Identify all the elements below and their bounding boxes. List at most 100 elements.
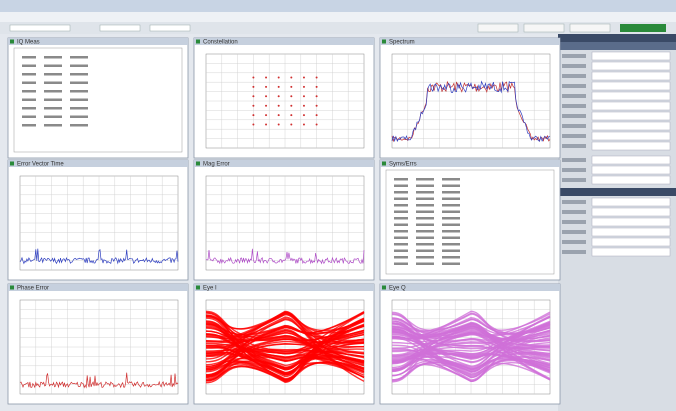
panel-header (380, 160, 560, 167)
cell-stub (70, 98, 88, 101)
field[interactable] (591, 141, 671, 151)
symbol-dot (252, 123, 255, 126)
field[interactable] (591, 197, 671, 207)
spectrum-trace (391, 80, 551, 143)
cell-stub (44, 73, 62, 76)
field[interactable] (591, 131, 671, 141)
panel-icon (196, 161, 200, 166)
sidebar-header (558, 188, 676, 196)
symbol-dot (315, 104, 318, 107)
eye-trace (205, 333, 365, 363)
button[interactable] (569, 23, 611, 33)
symbol-dot (252, 104, 255, 107)
symbol-dot (265, 76, 268, 79)
button[interactable] (523, 23, 565, 33)
field[interactable] (591, 111, 671, 121)
field[interactable] (591, 165, 671, 175)
eye-trace (205, 311, 365, 382)
field[interactable] (591, 71, 671, 81)
panel-title: Mag Error (203, 162, 230, 168)
field[interactable] (591, 51, 671, 61)
symbol-dot (265, 85, 268, 88)
cell-stub (44, 124, 62, 127)
cell-stub (394, 256, 408, 259)
eye-trace (391, 337, 551, 378)
run-button[interactable] (620, 24, 666, 32)
cell-stub (442, 184, 460, 187)
eye-trace (205, 360, 365, 378)
cell-stub (70, 56, 88, 59)
panel-title: Eye I (203, 286, 217, 292)
cell-stub (70, 64, 88, 67)
symbol-dot (265, 114, 268, 117)
symbol-dot (277, 85, 280, 88)
symbol-dot (277, 95, 280, 98)
symbol-dot (277, 76, 280, 79)
panel-icon (10, 161, 14, 166)
cell-stub (44, 56, 62, 59)
field[interactable] (591, 207, 671, 217)
cell-stub (70, 124, 88, 127)
cell-stub (44, 81, 62, 84)
cell-stub (22, 124, 36, 127)
input-box[interactable] (99, 24, 141, 32)
symbol-dot (315, 114, 318, 117)
field[interactable] (591, 175, 671, 185)
field[interactable] (591, 61, 671, 71)
cell-stub (442, 197, 460, 200)
eye-trace (391, 326, 551, 369)
panel: Mag Error (193, 159, 375, 281)
field[interactable] (591, 155, 671, 165)
label-stub (562, 230, 586, 234)
table-box (385, 169, 555, 275)
cell-stub (416, 249, 434, 252)
cell-stub (70, 107, 88, 110)
panel-title: Phase Error (17, 286, 49, 292)
panel-header (8, 284, 188, 291)
label-stub (562, 134, 586, 138)
symbol-dot (252, 85, 255, 88)
symbol-dot (252, 76, 255, 79)
field[interactable] (591, 237, 671, 247)
cell-stub (442, 249, 460, 252)
panel: Eye Q (379, 283, 561, 405)
cell-stub (442, 217, 460, 220)
button[interactable] (477, 23, 519, 33)
eye-trace (391, 324, 551, 372)
field[interactable] (591, 247, 671, 257)
eye-trace (391, 353, 551, 369)
field[interactable] (591, 81, 671, 91)
cell-stub (442, 178, 460, 181)
field[interactable] (591, 217, 671, 227)
cell-stub (70, 73, 88, 76)
cell-stub (416, 262, 434, 265)
field[interactable] (591, 121, 671, 131)
panel: Constellation (193, 37, 375, 159)
field[interactable] (591, 227, 671, 237)
label-stub (562, 158, 586, 162)
cell-stub (70, 90, 88, 93)
eye-trace (391, 321, 551, 360)
symbol-dot (302, 123, 305, 126)
cell-stub (394, 223, 408, 226)
cell-stub (416, 204, 434, 207)
panel-title: Constellation (203, 40, 238, 46)
label-stub (562, 114, 586, 118)
input-box[interactable] (9, 24, 71, 32)
eye-trace (391, 327, 551, 370)
field[interactable] (591, 101, 671, 111)
title-bar (0, 0, 676, 12)
symbol-dot (290, 123, 293, 126)
panel-icon (10, 285, 14, 290)
cell-stub (70, 115, 88, 118)
cell-stub (394, 191, 408, 194)
field[interactable] (591, 91, 671, 101)
cell-stub (394, 197, 408, 200)
cell-stub (394, 178, 408, 181)
symbol-dot (315, 85, 318, 88)
symbol-dot (265, 95, 268, 98)
input-box[interactable] (149, 24, 191, 32)
panel: Error Vector Time (7, 159, 189, 281)
panel-title: Syms/Errs (389, 162, 417, 168)
cell-stub (22, 98, 36, 101)
